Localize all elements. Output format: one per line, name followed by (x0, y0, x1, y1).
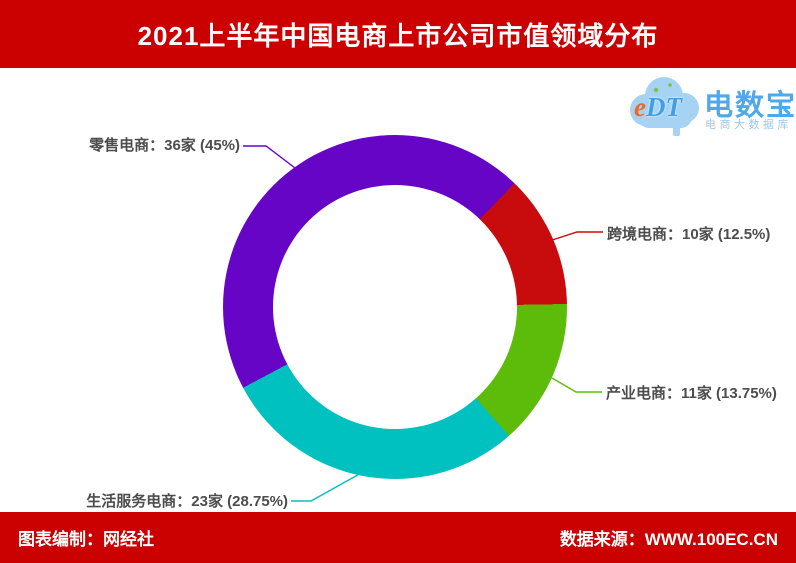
footer-source: 数据来源：WWW.100EC.CN (559, 530, 778, 549)
page-title: 2021上半年中国电商上市公司市值领域分布 (137, 20, 659, 51)
donut-hole (273, 185, 517, 429)
slice-label-retail: 零售电商：36家 (45%) (89, 137, 240, 154)
slice-label-crossborder: 跨境电商：10家 (12.5%) (607, 226, 771, 243)
logo-name: 电数宝 (704, 90, 796, 122)
edt-wordmark: eDT (634, 94, 682, 121)
footer-credit: 图表编制：网经社 (18, 530, 154, 549)
donut-chart (223, 135, 567, 479)
leader-line-lifeservice (291, 471, 364, 502)
leader-line-retail (243, 145, 300, 172)
footer-bar: 图表编制：网经社 数据来源：WWW.100EC.CN (0, 512, 796, 563)
title-banner: 2021上半年中国电商上市公司市值领域分布 (0, 0, 796, 68)
edt-letters-dt: DT (645, 92, 682, 122)
slice-label-lifeservice: 生活服务电商：23家 (28.75%) (86, 493, 288, 510)
edt-letter-e: e (634, 92, 646, 122)
leader-line-industrial (544, 373, 602, 393)
cloud-icon (630, 77, 699, 136)
edt-logo: eDT 电数宝 电商大数据库 (612, 72, 795, 142)
logo-subtitle: 电商大数据库 (705, 119, 792, 131)
slice-label-industrial: 产业电商：11家 (13.75%) (606, 385, 777, 402)
